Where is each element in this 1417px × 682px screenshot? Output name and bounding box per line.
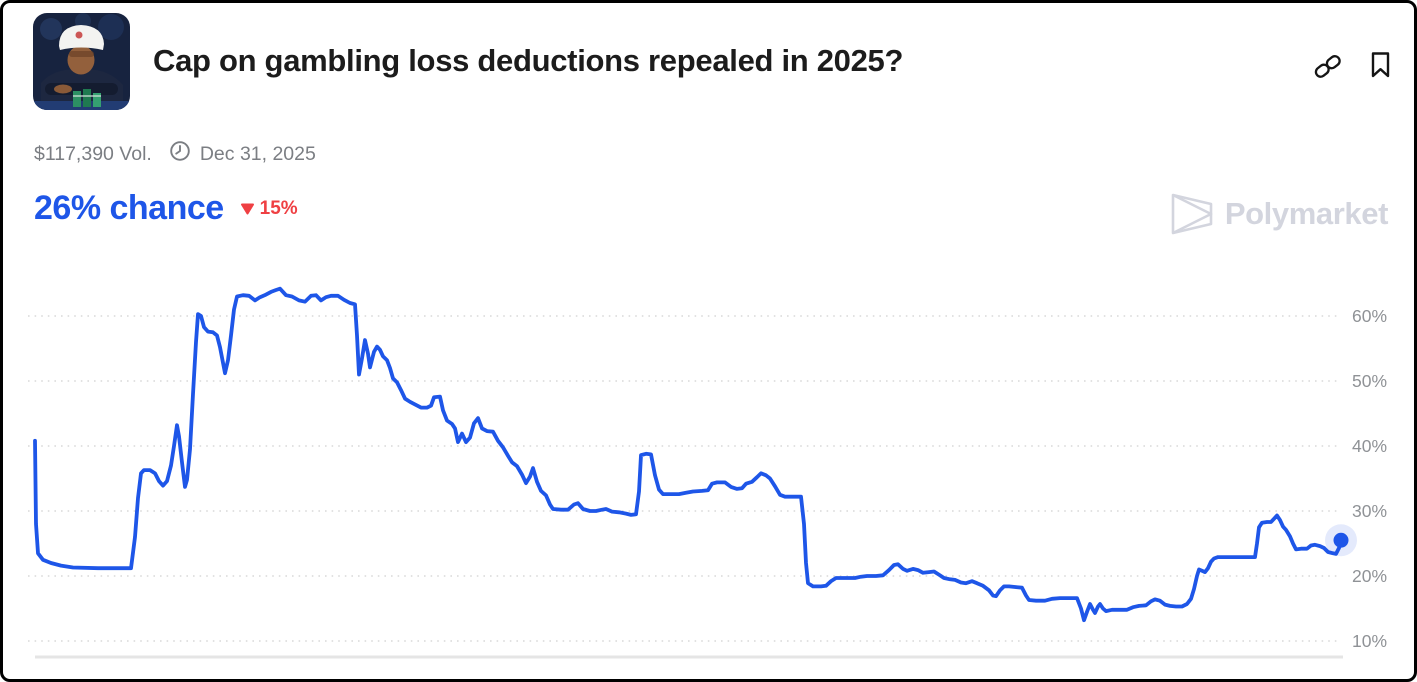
end-date-label: Dec 31, 2025: [199, 142, 316, 165]
outcome-row: 26% chance 15%: [34, 189, 298, 228]
change-value: 15%: [259, 197, 298, 219]
market-meta: $117,390 Vol. Dec 31, 2025: [34, 140, 316, 168]
page-title: Cap on gambling loss deductions repealed…: [153, 43, 904, 78]
price-line: [33, 286, 1343, 623]
link-icon: [1314, 55, 1341, 78]
y-axis-label: 10%: [1352, 631, 1388, 651]
volume-label: $117,390 Vol.: [34, 142, 152, 165]
copy-link-button[interactable]: [1313, 53, 1343, 80]
y-axis-label: 30%: [1352, 501, 1388, 521]
clock-icon: [169, 140, 191, 168]
bookmark-icon: [1371, 52, 1390, 78]
market-avatar: [33, 13, 130, 110]
arrow-down-icon: [240, 203, 254, 214]
y-axis-label: 50%: [1352, 371, 1388, 391]
change-indicator: 15%: [240, 198, 298, 220]
y-axis-label: 20%: [1352, 566, 1388, 586]
poker-player-image: [33, 13, 130, 110]
chance-value: 26% chance: [34, 189, 224, 227]
bookmark-button[interactable]: [1367, 50, 1394, 80]
y-axis-label: 40%: [1352, 436, 1388, 456]
price-chart[interactable]: [3, 3, 1414, 679]
y-axis-label: 60%: [1352, 306, 1388, 326]
endpoint-dot: [1333, 532, 1349, 548]
